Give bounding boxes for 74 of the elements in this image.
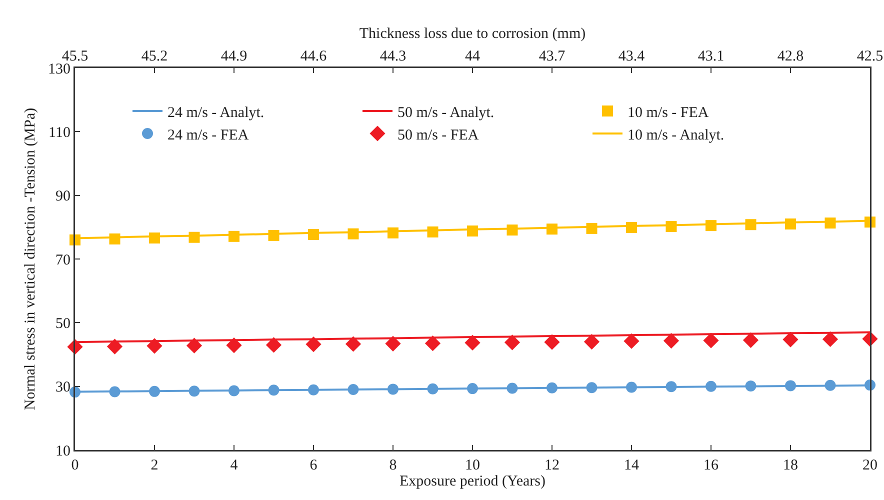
legend-label: 24 m/s - FEA	[168, 127, 249, 144]
legend-label: 10 m/s - FEA	[628, 104, 709, 121]
point	[504, 334, 520, 350]
x-tick-label: 14	[624, 458, 640, 474]
point	[348, 384, 359, 396]
point	[586, 382, 598, 394]
point	[266, 337, 282, 353]
x-tick-label: 2	[150, 458, 158, 474]
point	[745, 380, 756, 392]
x2-tick-label: 43.7	[538, 48, 566, 64]
x-tick-label: 4	[230, 458, 238, 474]
point	[666, 381, 677, 392]
point	[785, 380, 796, 392]
x2-tick-label: 44	[465, 48, 480, 64]
point	[424, 336, 441, 352]
y-axis-title: Normal stress in vertical direction -Tension (MPa)	[22, 108, 38, 410]
x-axis-title: Exposure period (Years)	[400, 474, 546, 490]
point	[188, 386, 200, 397]
x2-tick-label: 43.4	[618, 48, 646, 64]
point	[703, 332, 719, 348]
point	[584, 334, 600, 350]
point	[544, 334, 560, 350]
point	[306, 336, 322, 352]
point	[268, 384, 280, 396]
legend-label: 50 m/s - FEA	[398, 127, 479, 144]
point	[464, 334, 480, 351]
y-tick-label: 30	[56, 380, 70, 396]
point	[822, 331, 838, 348]
x-tick-label: 0	[71, 458, 79, 474]
point	[546, 382, 558, 394]
point	[782, 332, 798, 348]
x-tick-label: 18	[783, 458, 798, 474]
point	[706, 380, 716, 392]
x-tick-label: 10	[465, 458, 480, 474]
point	[109, 386, 120, 398]
point	[663, 333, 680, 349]
point	[624, 333, 640, 349]
legend-label: 24 m/s - Analyt.	[168, 104, 264, 121]
point	[345, 336, 362, 352]
x2-tick-label: 42.5	[856, 48, 884, 64]
x-tick-label: 6	[310, 458, 318, 474]
x2-tick-label: 45.2	[141, 48, 168, 64]
point	[824, 380, 836, 391]
point	[467, 383, 478, 394]
x-tick-label: 20	[862, 458, 878, 474]
point	[106, 338, 123, 354]
x2-tick-label: 44.6	[300, 48, 328, 64]
y-tick-label: 70	[56, 252, 70, 268]
x-tick-label: 16	[704, 458, 719, 474]
point	[308, 384, 319, 396]
x-tick-label: 8	[389, 458, 397, 474]
point	[226, 337, 242, 354]
legend-label: 10 m/s - Analyt.	[628, 127, 724, 144]
y-tick-label: 10	[56, 443, 70, 460]
point	[626, 382, 637, 393]
x-tick-label: 12	[544, 458, 560, 474]
x2-tick-label: 42.8	[777, 48, 804, 64]
point	[149, 386, 160, 397]
y-tick-label: 110	[48, 124, 70, 141]
y-tick-label: 90	[56, 188, 70, 205]
point	[385, 336, 401, 352]
legend-label: 50 m/s - Analyt.	[398, 104, 494, 121]
point	[742, 332, 759, 348]
point	[228, 385, 240, 396]
point	[146, 338, 162, 354]
x2-tick-label: 44.3	[380, 48, 406, 64]
point	[186, 338, 202, 354]
x2-tick-label: 43.1	[698, 48, 724, 64]
x2-axis-title: Thickness loss due to corrosion (mm)	[359, 26, 586, 42]
x2-tick-label: 44.9	[220, 48, 248, 64]
y-tick-label: 50	[56, 316, 70, 332]
point	[506, 382, 518, 394]
point	[427, 383, 438, 394]
point	[388, 384, 398, 395]
